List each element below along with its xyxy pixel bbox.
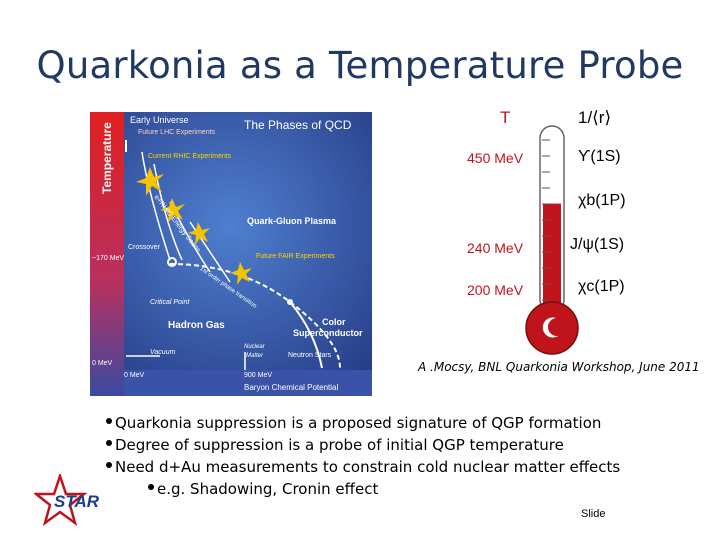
qcd-future-fair: Future FAIR Experiments bbox=[256, 253, 335, 260]
qcd-t0: 0 MeV bbox=[92, 360, 113, 367]
thermo-state-2: J/ψ(1S) bbox=[570, 236, 625, 253]
thermo-state-0: ϒ(1S) bbox=[578, 148, 621, 165]
thermo-energy-2: 240 MeV bbox=[467, 240, 524, 256]
qcd-neutron-stars: Neutron Stars bbox=[288, 352, 332, 359]
bullet-list: Quarkonia suppression is a proposed sign… bbox=[106, 412, 620, 500]
bullet-dot-icon bbox=[106, 462, 112, 468]
thermometer-r-label: 1/⟨r⟩ bbox=[578, 108, 612, 127]
qcd-nuclear-2: Matter bbox=[246, 353, 264, 359]
star-logo: STAR bbox=[32, 472, 108, 530]
bullet-dot-icon bbox=[148, 484, 154, 490]
qcd-future-lhc: Future LHC Experiments bbox=[138, 129, 216, 136]
citation: A .Mocsy, BNL Quarkonia Workshop, June 2… bbox=[418, 360, 700, 374]
slide-title: Quarkonia as a Temperature Probe bbox=[36, 44, 684, 87]
qcd-nuclear-1: Nuclear bbox=[244, 344, 265, 350]
qcd-current-rhic: Current RHIC Experiments bbox=[148, 153, 232, 160]
bullet-item: Quarkonia suppression is a proposed sign… bbox=[106, 412, 620, 434]
bullet-dot-icon bbox=[106, 440, 112, 446]
qcd-qgp-label: Quark-Gluon Plasma bbox=[247, 216, 337, 226]
thermo-state-3: χc(1P) bbox=[578, 278, 625, 295]
qcd-heading: The Phases of QCD bbox=[244, 118, 352, 132]
thermo-state-1: χb(1P) bbox=[578, 192, 626, 209]
qcd-t170: ~170 MeV bbox=[92, 255, 125, 262]
bullet-item: Degree of suppression is a probe of init… bbox=[106, 434, 620, 456]
bullet-dot-icon bbox=[106, 418, 112, 424]
thermometer-figure: T 1/⟨r⟩ 450 MeV ϒ(1S) χb(1P) 240 MeV J/ψ… bbox=[460, 100, 710, 360]
qcd-temperature-axis: Temperature bbox=[100, 122, 114, 194]
qcd-color-sc-1: Color bbox=[322, 317, 346, 327]
qcd-mu900: 900 MeV bbox=[244, 372, 273, 379]
slide-footer: Slide bbox=[581, 508, 606, 520]
qcd-critical-point: Critical Point bbox=[150, 299, 190, 306]
qcd-crossover: Crossover bbox=[128, 244, 160, 251]
thermo-energy-3: 200 MeV bbox=[467, 282, 524, 298]
qcd-hadron-gas: Hadron Gas bbox=[168, 320, 225, 331]
thermometer-t-label: T bbox=[500, 108, 511, 127]
qcd-mu0: 0 MeV bbox=[124, 372, 145, 379]
qcd-early-universe: Early Universe bbox=[130, 115, 189, 125]
star-logo-text: STAR bbox=[54, 492, 100, 511]
qcd-color-sc-2: Superconductor bbox=[293, 328, 363, 338]
bullet-item: Need d+Au measurements to constrain cold… bbox=[106, 456, 620, 478]
thermo-energy-0: 450 MeV bbox=[467, 150, 524, 166]
sub-bullet-item: e.g. Shadowing, Cronin effect bbox=[148, 478, 620, 500]
qcd-phase-diagram: Temperature Early Universe The Phases of… bbox=[90, 112, 372, 396]
qcd-vacuum: Vacuum bbox=[150, 349, 176, 356]
qcd-mu-axis: Baryon Chemical Potential bbox=[244, 383, 339, 392]
